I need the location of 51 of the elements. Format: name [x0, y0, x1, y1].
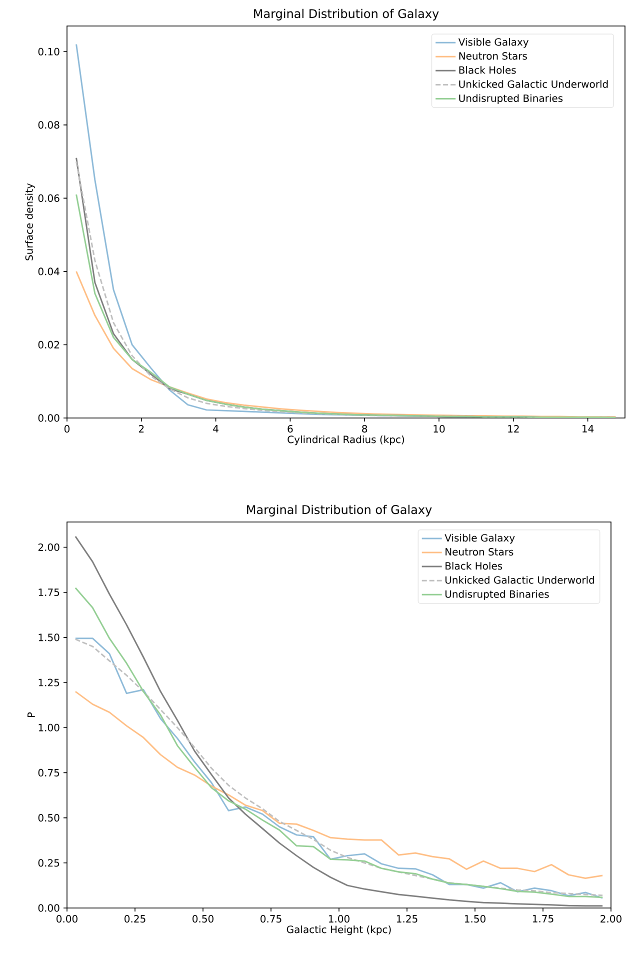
chart-title: Marginal Distribution of Galaxy	[254, 8, 439, 20]
legend-label: Visible Galaxy	[458, 38, 529, 48]
x-tick-label: 8	[362, 425, 368, 433]
legend-label: Unkicked Galactic Underworld	[459, 80, 608, 88]
y-tick-label: 0.06	[38, 194, 60, 202]
y-tick-label: 0.02	[38, 340, 59, 349]
y-tick-label: 0.04	[38, 268, 60, 276]
y-axis-title: Surface density	[25, 183, 35, 260]
x-tick-label: 12	[508, 425, 519, 432]
y-tick-label: 1.00	[38, 724, 60, 732]
x-tick-label: 0	[64, 425, 70, 433]
legend-label: Undisrupted Binaries	[445, 590, 549, 600]
y-tick-label: 0.50	[38, 814, 60, 822]
x-tick-label: 10	[434, 425, 445, 433]
x-axis-title: Galactic Height (kpc)	[286, 925, 391, 936]
y-tick-label: 0.08	[38, 121, 60, 129]
y-tick-label: 1.50	[38, 634, 60, 642]
x-tick-label: 1.25	[396, 915, 418, 923]
x-axis-title: Cylindrical Radius (kpc)	[288, 435, 404, 446]
x-tick-label: 1.50	[464, 915, 486, 923]
y-tick-label: 0.10	[38, 48, 60, 56]
x-tick-label: 0.00	[56, 915, 78, 923]
legend-label: Undisrupted Binaries	[459, 94, 563, 104]
x-tick-label: 1.75	[532, 915, 554, 922]
x-tick-label: 0.75	[260, 915, 282, 923]
y-tick-label: 0.00	[38, 414, 60, 422]
x-tick-label: 6	[288, 425, 293, 433]
y-tick-label: 2.00	[38, 543, 60, 552]
legend-label: Black Holes	[446, 562, 502, 570]
legend-label: Neutron Stars	[459, 52, 527, 60]
y-tick-label: 0.00	[38, 904, 60, 912]
y-tick-label: 0.25	[38, 859, 60, 867]
y-tick-label: 1.75	[38, 588, 60, 596]
line-series	[74, 587, 604, 898]
line-series	[74, 536, 604, 907]
legend-label: Black Holes	[459, 66, 516, 74]
y-axis-title: P	[28, 712, 35, 718]
x-tick-label: 2.00	[600, 915, 622, 923]
chart-title: Marginal Distribution of Galaxy	[247, 504, 432, 516]
legend-label: Neutron Stars	[446, 548, 514, 556]
x-tick-label: 2	[138, 425, 144, 432]
line-series	[74, 690, 604, 879]
x-tick-label: 4	[213, 425, 218, 432]
y-tick-label: 1.25	[38, 678, 60, 686]
legend-label: Unkicked Galactic Underworld	[445, 576, 594, 584]
y-tick-label: 0.75	[38, 768, 60, 776]
x-tick-label: 0.25	[124, 915, 146, 923]
x-tick-label: 14	[582, 425, 594, 432]
x-tick-label: 1.00	[328, 915, 350, 923]
legend-label: Visible Galaxy	[444, 534, 515, 544]
x-tick-label: 0.50	[192, 915, 214, 923]
